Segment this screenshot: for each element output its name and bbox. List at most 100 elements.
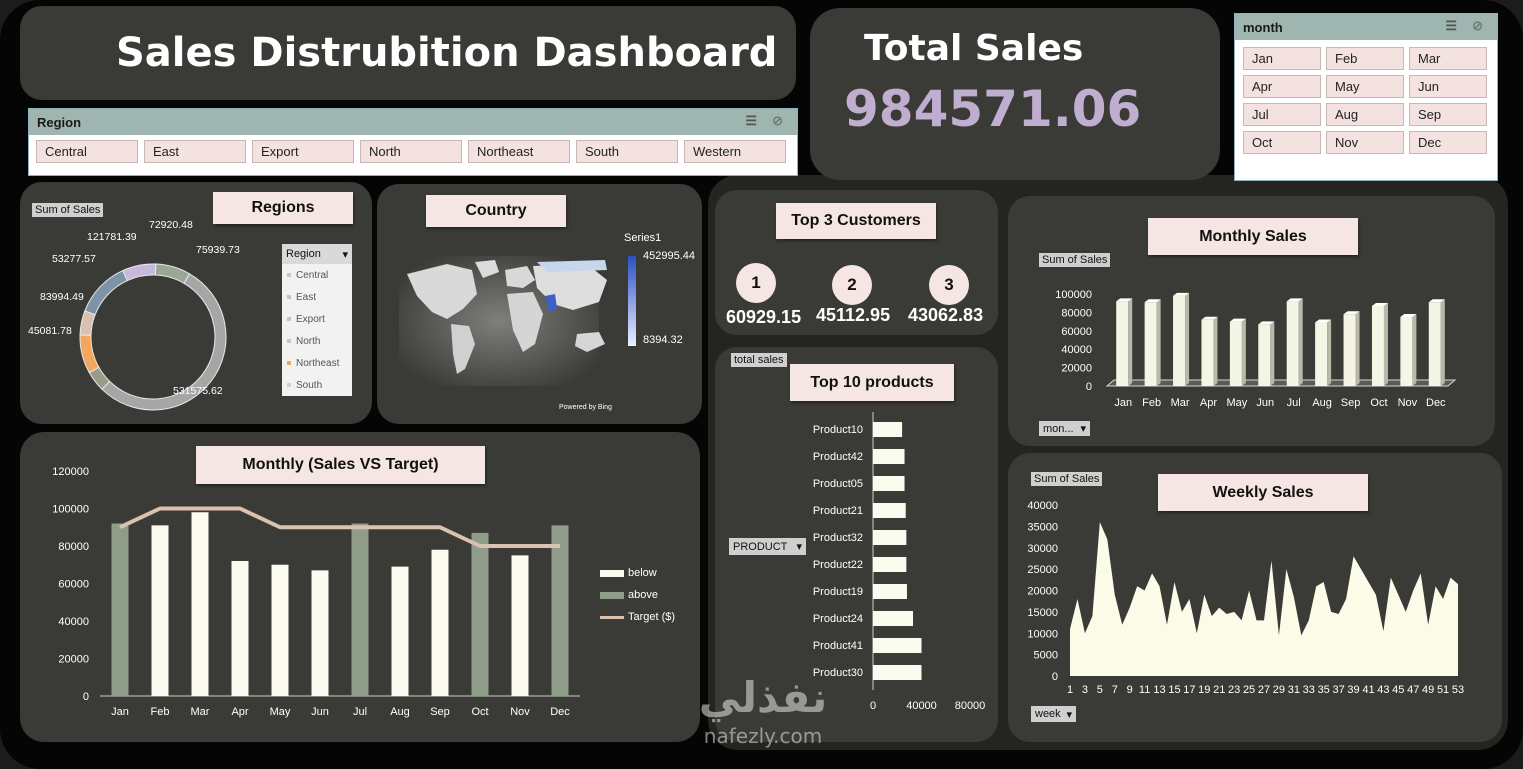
region-option-east[interactable]: East [144,140,246,163]
map-max-label: 452995.44 [643,250,695,262]
dashboard-title: Sales Distrubition Dashboard [116,30,778,76]
monthly-sales-chart: 0 20000 40000 60000 80000 100000 Jan Feb Mar Apr M… [1055,289,1457,409]
month-option-jun[interactable]: Jun [1409,75,1487,98]
donut-label-north: 53277.57 [52,253,96,265]
region-legend-filter[interactable]: Region ▾ [282,244,352,264]
region-option-north[interactable]: North [360,140,462,163]
weekly-sales-panel: Weekly Sales Sum of Sales week ▾ 0 5000 100… [1008,453,1502,742]
map-min-label: 8394.32 [643,334,683,346]
weekly-sales-title: Weekly Sales [1158,474,1368,511]
product-bar-product22 [873,557,907,572]
month-option-apr[interactable]: Apr [1243,75,1321,98]
weekly-ytick: 35000 [1027,521,1058,533]
weekly-xtick: 9 [1127,684,1133,696]
svt-bar-below-aug [391,566,409,696]
weekly-sales-field-tag[interactable]: Sum of Sales [1031,472,1103,486]
region-option-south[interactable]: South [576,140,678,163]
month-option-jan[interactable]: Jan [1243,47,1321,70]
donut-label-northeast: 121781.39 [87,231,137,243]
map-africa [507,292,543,352]
regions-legend: Region ▾ Central East Export North Northeast S… [282,244,352,396]
region-slicer: Region ☰ ⊘ Central East Export North Northea… [28,108,798,176]
legend-item-east[interactable]: East [282,286,352,308]
monthly-xtick-apr: Apr [1200,397,1217,409]
svt-xtick-mar: Mar [191,706,210,718]
month-option-oct[interactable]: Oct [1243,131,1321,154]
rank-3-badge: 3 [929,265,969,305]
monthly-bar-aug [1315,319,1332,386]
product-label-product24: Product24 [813,613,863,625]
product-bar-product24 [873,611,914,626]
country-panel: Country Series1 452995.44 8394.32 Powere… [377,184,702,424]
total-sales-panel: Total Sales 984571.06 [810,8,1220,180]
clear-filter-icon[interactable]: ⊘ [1472,18,1483,33]
weekly-xtick: 7 [1112,684,1118,696]
legend-item-northeast[interactable]: Northeast [282,352,352,374]
svt-ytick: 120000 [52,466,89,478]
product-label-product10: Product10 [813,424,863,436]
svt-bar-below-jun [311,570,329,696]
svt-xtick-sep: Sep [430,706,450,718]
weekly-xtick: 45 [1392,684,1404,696]
month-option-may[interactable]: May [1326,75,1404,98]
product-filter[interactable]: PRODUCT ▾ [729,538,806,555]
regions-title: Regions [213,192,353,224]
month-option-mar[interactable]: Mar [1409,47,1487,70]
svt-bar-below-may [271,564,289,696]
top-customers-title: Top 3 Customers [776,203,936,239]
chevron-down-icon: ▾ [1066,708,1072,721]
legend-item-central[interactable]: Central [282,264,352,286]
weekly-xtick: 17 [1183,684,1195,696]
month-option-aug[interactable]: Aug [1326,103,1404,126]
region-option-central[interactable]: Central [36,140,138,163]
weekly-xtick: 19 [1198,684,1210,696]
color-scale [628,256,636,346]
region-option-western[interactable]: Western [684,140,786,163]
regions-field-tag[interactable]: Sum of Sales [32,203,104,217]
regions-donut-chart: 531575.62 45081.78 83994.49 53277.57 121781.… [28,219,240,411]
weekly-xtick: 37 [1332,684,1344,696]
product-bar-product19 [873,584,907,599]
multi-select-icon[interactable]: ☰ [745,113,757,128]
svt-bar-above-jul [351,523,369,696]
product-bar-product05 [873,476,905,491]
donut-label-south: 72920.48 [149,219,193,231]
multi-select-icon[interactable]: ☰ [1445,18,1457,33]
month-option-sep[interactable]: Sep [1409,103,1487,126]
legend-target: Target ($) [600,606,675,628]
region-option-export[interactable]: Export [252,140,354,163]
legend-item-export[interactable]: Export [282,308,352,330]
week-filter[interactable]: week ▾ [1031,706,1076,722]
svt-ytick: 20000 [58,654,89,666]
month-option-nov[interactable]: Nov [1326,131,1404,154]
donut-label-east: 45081.78 [28,325,72,337]
monthly-xtick-feb: Feb [1142,397,1161,409]
weekly-xtick: 47 [1407,684,1419,696]
legend-item-north[interactable]: North [282,330,352,352]
legend-below: below [600,562,675,584]
weekly-xtick: 29 [1273,684,1285,696]
region-slicer-title: Region [37,114,82,130]
weekly-xtick: 27 [1258,684,1270,696]
monthly-sales-field-tag[interactable]: Sum of Sales [1039,253,1111,267]
product-label-product32: Product32 [813,532,863,544]
map-south-america [451,324,475,374]
product-label-product21: Product21 [813,505,863,517]
month-filter[interactable]: mon... ▾ [1039,421,1090,436]
weekly-xtick: 13 [1153,684,1165,696]
weekly-ytick: 10000 [1027,628,1058,640]
month-option-dec[interactable]: Dec [1409,131,1487,154]
weekly-xtick: 35 [1318,684,1330,696]
customer-3-value: 43062.83 [908,305,984,325]
month-option-feb[interactable]: Feb [1326,47,1404,70]
clear-filter-icon[interactable]: ⊘ [772,113,783,128]
legend-item-south[interactable]: South [282,374,352,396]
top-products-field-tag[interactable]: total sales [731,353,787,367]
svt-xtick-jul: Jul [353,706,367,718]
month-option-jul[interactable]: Jul [1243,103,1321,126]
region-option-northeast[interactable]: Northeast [468,140,570,163]
svt-xtick-nov: Nov [510,706,530,718]
weekly-xtick: 21 [1213,684,1225,696]
monthly-chart-floor [1105,379,1457,387]
total-sales-value: 984571.06 [844,80,1142,138]
